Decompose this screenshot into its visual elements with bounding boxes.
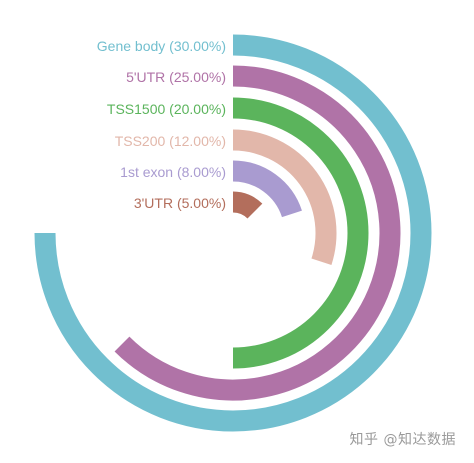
watermark: 知乎 @知达数据: [349, 432, 456, 448]
label-3-utr: 3'UTR (5.00%): [134, 195, 226, 211]
arc-group: [34, 34, 432, 432]
arc-5-utr: [114, 65, 401, 401]
label-gene-body: Gene body (30.00%): [97, 38, 226, 54]
arc-1st-exon: [232, 160, 302, 218]
label-group: Gene body (30.00%) 5'UTR (25.00%) TSS1500 …: [97, 38, 226, 211]
label-tss1500: TSS1500 (20.00%): [107, 101, 226, 117]
label-tss200: TSS200 (12.00%): [115, 133, 226, 149]
label-5-utr: 5'UTR (25.00%): [126, 69, 226, 85]
arc-3-utr: [232, 191, 263, 219]
arc-tss200: [232, 129, 337, 265]
arc-gene-body: [34, 34, 432, 432]
arc-tss1500: [232, 97, 369, 369]
label-1st-exon: 1st exon (8.00%): [120, 164, 226, 180]
